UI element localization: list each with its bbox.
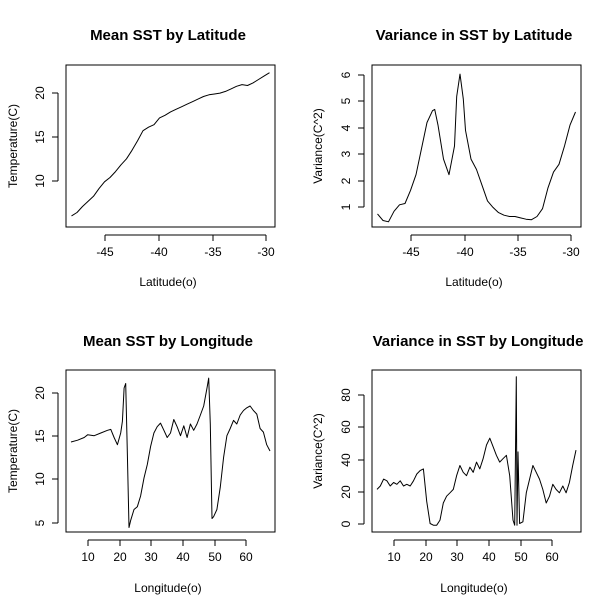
x-tick-label: -30 [257,245,275,259]
x-axis: -45 -40 -35 -30 [96,234,275,259]
y-tick-label: 60 [339,420,353,434]
panel-mean-sst-longitude: Mean SST by Longitude Longitude(o) Tempe… [6,333,276,595]
x-tick-label: 50 [208,550,222,564]
series-line [71,72,270,217]
x-tick-label: 20 [113,550,127,564]
x-tick-label: -45 [402,245,420,259]
plot-frame [371,369,582,533]
x-axis-label: Longitude(o) [440,581,507,595]
x-tick-label: -35 [509,245,527,259]
y-axis: 1 2 3 4 5 6 [339,71,365,210]
x-axis: 10 20 30 40 50 60 [387,539,559,564]
y-tick-label: 2 [339,177,353,184]
plot-frame [65,64,276,228]
panel-mean-sst-latitude: Mean SST by Latitude Latitude(o) Tempera… [6,27,276,289]
x-tick-label: 40 [176,550,190,564]
y-tick-label: 20 [33,386,47,400]
x-tick-label: -40 [150,245,168,259]
y-tick-label: 15 [33,130,47,144]
x-tick-label: -45 [96,245,114,259]
x-axis-label: Latitude(o) [139,275,196,289]
y-tick-label: 40 [339,453,353,467]
series-line [70,377,271,528]
y-tick-label: 5 [339,97,353,104]
chart-title: Mean SST by Latitude [90,27,246,44]
x-axis-label: Longitude(o) [134,581,201,595]
panel-variance-sst-longitude: Variance in SST by Longitude Longitude(o… [311,333,583,595]
x-axis: 10 20 30 40 50 60 [81,539,253,564]
x-axis-label: Latitude(o) [445,275,502,289]
y-tick-label: 10 [33,174,47,188]
x-tick-label: 10 [387,550,401,564]
y-axis: 5 10 15 20 [33,386,59,526]
y-axis-label: Variance(C^2) [311,413,325,488]
x-tick-label: 30 [144,550,158,564]
y-axis-label: Temperature(C) [6,104,20,188]
chart-title: Variance in SST by Latitude [376,27,573,44]
x-tick-label: 40 [482,550,496,564]
series-line [377,73,576,223]
plot-frame [371,64,582,228]
panel-variance-sst-latitude: Variance in SST by Latitude Latitude(o) … [311,27,582,289]
x-tick-label: -35 [204,245,222,259]
y-tick-label: 4 [339,124,353,131]
y-axis: 10 15 20 [33,86,59,188]
x-tick-label: 60 [545,550,559,564]
x-tick-label: -40 [456,245,474,259]
y-tick-label: 20 [339,485,353,499]
y-tick-label: 5 [33,519,47,526]
chart-title: Mean SST by Longitude [83,333,253,350]
y-tick-label: 15 [33,429,47,443]
x-tick-label: 20 [419,550,433,564]
y-tick-label: 10 [33,472,47,486]
y-tick-label: 0 [339,520,353,527]
y-tick-label: 20 [33,86,47,100]
y-tick-label: 3 [339,150,353,157]
series-line [376,376,577,526]
x-tick-label: 10 [81,550,95,564]
x-tick-label: -30 [562,245,580,259]
x-tick-label: 50 [514,550,528,564]
plot-frame [65,369,276,533]
y-tick-label: 6 [339,71,353,78]
x-tick-label: 30 [450,550,464,564]
y-tick-label: 1 [339,203,353,210]
x-tick-label: 60 [239,550,253,564]
x-axis: -45 -40 -35 -30 [402,234,580,259]
chart-title: Variance in SST by Longitude [373,333,584,350]
y-axis-label: Variance(C^2) [311,108,325,183]
y-axis-label: Temperature(C) [6,409,20,493]
y-tick-label: 80 [339,388,353,402]
y-axis: 0 20 40 60 80 [339,388,365,527]
